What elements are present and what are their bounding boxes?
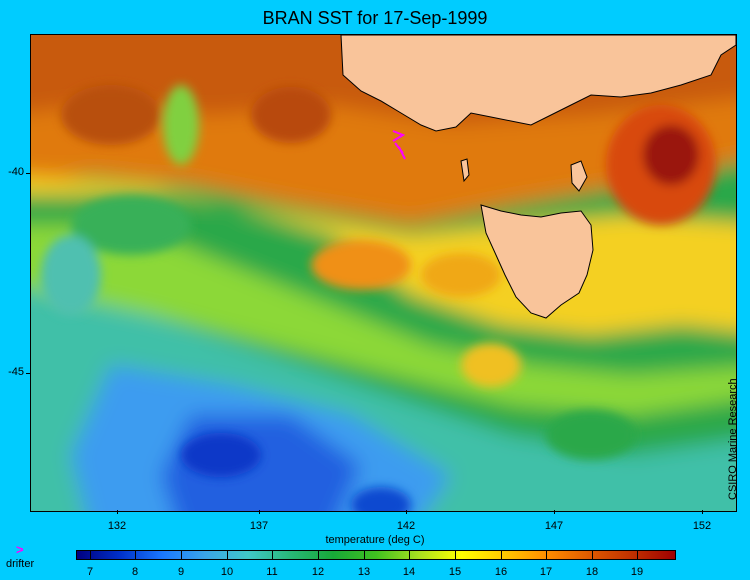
colorbar-tick-label: 16 [494, 566, 508, 578]
tasmania [480, 204, 594, 319]
colorbar-tick-mark [135, 550, 136, 559]
colorbar-tick-mark [364, 550, 365, 559]
x-tick-mark [117, 510, 118, 514]
x-tick-label: 137 [249, 520, 269, 532]
colorbar-tick-label: 13 [357, 566, 371, 578]
sst-field [31, 35, 736, 511]
temperature-colorbar [76, 550, 676, 560]
colorbar-tick-label: 18 [585, 566, 599, 578]
colorbar-tick-mark [409, 550, 410, 559]
colorbar-title: temperature (deg C) [325, 534, 425, 546]
colorbar-tick-label: 14 [402, 566, 416, 578]
colorbar-tick-label: 9 [177, 566, 185, 578]
colorbar-tick-label: 19 [630, 566, 644, 578]
drifter-legend-icon: > [16, 542, 24, 557]
colorbar-tick-label: 12 [311, 566, 325, 578]
colorbar-tick-mark [90, 550, 91, 559]
mainland-australia [340, 35, 736, 132]
colorbar-tick-mark [501, 550, 502, 559]
x-tick-label: 142 [396, 520, 416, 532]
colorbar-tick-mark [592, 550, 593, 559]
colorbar-tick-mark [455, 550, 456, 559]
colorbar-tick-mark [181, 550, 182, 559]
drifter-legend-label: drifter [6, 558, 35, 570]
colorbar-tick-label: 17 [539, 566, 553, 578]
colorbar-tick-mark [318, 550, 319, 559]
king-island [460, 158, 470, 183]
y-tick-label: -45 [8, 366, 24, 378]
colorbar-tick-mark [546, 550, 547, 559]
flinders-island [570, 160, 588, 192]
x-tick-label: 147 [544, 520, 564, 532]
y-tick-mark [26, 173, 30, 174]
x-tick-label: 152 [692, 520, 712, 532]
colorbar-tick-mark [637, 550, 638, 559]
x-tick-mark [259, 510, 260, 514]
x-tick-label: 132 [107, 520, 127, 532]
credit-text: CSIRO Marine Research [727, 378, 739, 500]
x-tick-mark [702, 510, 703, 514]
colorbar-tick-mark [272, 550, 273, 559]
y-tick-mark [26, 373, 30, 374]
drifter-arrow-icon [392, 130, 406, 160]
colorbar-tick-mark [227, 550, 228, 559]
x-tick-mark [554, 510, 555, 514]
map-title: BRAN SST for 17-Sep-1999 [262, 8, 488, 28]
y-tick-label: -40 [8, 166, 24, 178]
sst-map [30, 34, 737, 512]
colorbar-tick-label: 11 [266, 566, 278, 578]
colorbar-tick-label: 15 [448, 566, 462, 578]
colorbar-tick-label: 10 [220, 566, 234, 578]
colorbar-tick-label: 7 [86, 566, 94, 578]
colorbar-tick-label: 8 [131, 566, 139, 578]
x-tick-mark [406, 510, 407, 514]
